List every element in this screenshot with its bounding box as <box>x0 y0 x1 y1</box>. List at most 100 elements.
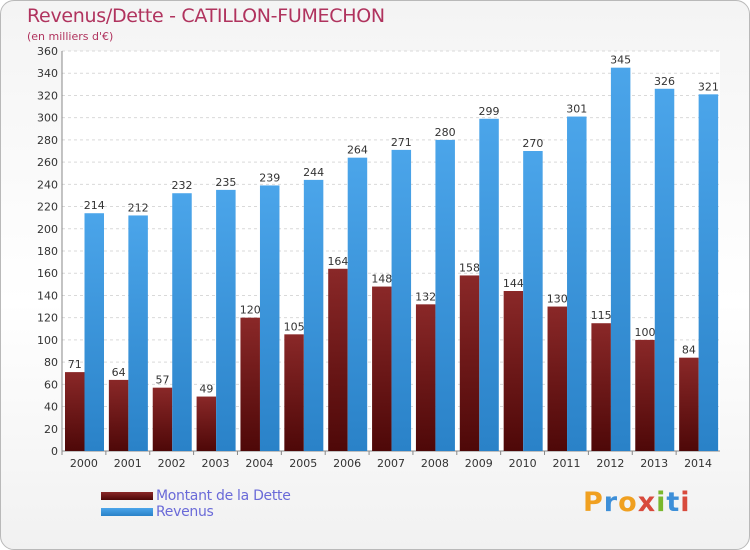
bar-dette <box>284 334 304 451</box>
y-tick-label: 280 <box>37 134 58 147</box>
data-label-dette: 130 <box>547 293 568 306</box>
data-label-revenus: 264 <box>347 144 368 157</box>
bar-revenus <box>610 67 631 452</box>
data-label-revenus: 239 <box>259 171 280 184</box>
x-tick-label: 2005 <box>289 457 317 470</box>
y-tick-label: 260 <box>37 156 58 169</box>
bar-revenus <box>654 88 675 452</box>
bar-dette <box>459 275 480 451</box>
bar-revenus <box>698 94 719 451</box>
bar-revenus <box>216 189 236 451</box>
bar-dette <box>65 372 85 451</box>
chart-subtitle: (en milliers d'€) <box>27 30 114 43</box>
chart-title: Revenus/Dette - CATILLON-FUMECHON <box>27 5 385 27</box>
bar-dette <box>152 387 173 451</box>
bar-dette <box>503 291 524 451</box>
y-tick-label: 80 <box>44 356 58 369</box>
x-tick-label: 2011 <box>552 457 580 470</box>
logo-letter: t <box>666 487 681 518</box>
bar-dette <box>240 317 260 451</box>
data-label-revenus: 326 <box>654 75 675 88</box>
data-label-revenus: 270 <box>522 137 543 150</box>
y-tick-label: 120 <box>37 312 58 325</box>
y-tick-label: 320 <box>37 89 58 102</box>
bar-dette <box>679 357 699 451</box>
x-tick-label: 2003 <box>202 457 230 470</box>
bar-revenus <box>259 185 280 451</box>
bar-dette <box>108 379 129 451</box>
data-label-dette: 100 <box>635 326 656 339</box>
bar-revenus <box>347 157 368 451</box>
data-label-dette: 120 <box>240 304 261 317</box>
data-label-revenus: 235 <box>215 176 236 189</box>
logo-letter: x <box>637 487 657 518</box>
bar-dette <box>415 304 436 451</box>
data-label-revenus: 321 <box>698 80 719 93</box>
x-tick-label: 2000 <box>70 457 98 470</box>
x-tick-label: 2009 <box>465 457 493 470</box>
data-label-revenus: 299 <box>479 105 500 118</box>
x-tick-label: 2002 <box>158 457 186 470</box>
data-label-dette: 144 <box>503 277 524 290</box>
logo-letter: P <box>583 487 604 518</box>
data-label-revenus: 271 <box>391 136 412 149</box>
bar-dette <box>372 286 392 451</box>
y-tick-label: 40 <box>44 401 58 414</box>
bar-revenus <box>479 118 499 452</box>
x-tick-label: 2004 <box>245 457 273 470</box>
bar-revenus <box>303 179 324 451</box>
data-label-dette: 49 <box>199 383 213 396</box>
data-label-revenus: 345 <box>610 54 631 67</box>
bar-dette <box>547 306 568 451</box>
data-label-dette: 148 <box>371 273 392 286</box>
logo-letter: r <box>603 487 619 518</box>
x-tick-label: 2001 <box>114 457 142 470</box>
data-label-revenus: 301 <box>566 103 587 116</box>
data-label-revenus: 280 <box>435 126 456 139</box>
bar-revenus <box>567 116 587 452</box>
legend: Montant de la Dette Revenus <box>101 488 291 520</box>
y-tick-label: 100 <box>37 334 58 347</box>
y-tick-label: 200 <box>37 223 58 236</box>
data-label-dette: 164 <box>327 255 348 268</box>
data-label-revenus: 244 <box>303 166 324 179</box>
data-label-revenus: 212 <box>128 201 149 214</box>
bar-revenus <box>391 149 412 451</box>
proxiti-logo: Proxiti <box>583 487 691 518</box>
y-tick-label: 180 <box>37 245 58 258</box>
bar-revenus <box>128 215 148 451</box>
bar-dette <box>635 339 655 451</box>
legend-item-dette: Montant de la Dette <box>101 488 291 504</box>
bar-revenus <box>84 213 104 451</box>
y-tick-label: 0 <box>51 445 58 458</box>
legend-swatch-revenus <box>101 508 153 516</box>
bar-dette <box>328 268 348 451</box>
x-tick-label: 2014 <box>684 457 712 470</box>
data-label-dette: 64 <box>112 366 126 379</box>
bar-dette <box>591 323 611 451</box>
bar-dette <box>196 396 217 451</box>
legend-label-dette: Montant de la Dette <box>156 488 291 504</box>
y-tick-label: 360 <box>37 45 58 58</box>
logo-letter: i <box>656 487 667 518</box>
y-tick-label: 160 <box>37 267 58 280</box>
logo-letter: o <box>618 487 638 518</box>
y-tick-label: 300 <box>37 112 58 125</box>
legend-label-revenus: Revenus <box>156 504 214 520</box>
data-label-dette: 115 <box>591 309 612 322</box>
x-tick-label: 2008 <box>421 457 449 470</box>
logo-letter: i <box>680 487 691 518</box>
legend-item-revenus: Revenus <box>101 504 291 520</box>
x-tick-label: 2012 <box>596 457 624 470</box>
data-label-revenus: 232 <box>171 179 192 192</box>
data-label-dette: 57 <box>155 374 169 387</box>
bar-revenus <box>435 139 455 451</box>
data-label-dette: 105 <box>284 320 305 333</box>
legend-swatch-dette <box>101 492 153 500</box>
data-label-revenus: 214 <box>84 199 105 212</box>
data-label-dette: 132 <box>415 290 436 303</box>
x-tick-label: 2006 <box>333 457 361 470</box>
y-tick-label: 20 <box>44 423 58 436</box>
